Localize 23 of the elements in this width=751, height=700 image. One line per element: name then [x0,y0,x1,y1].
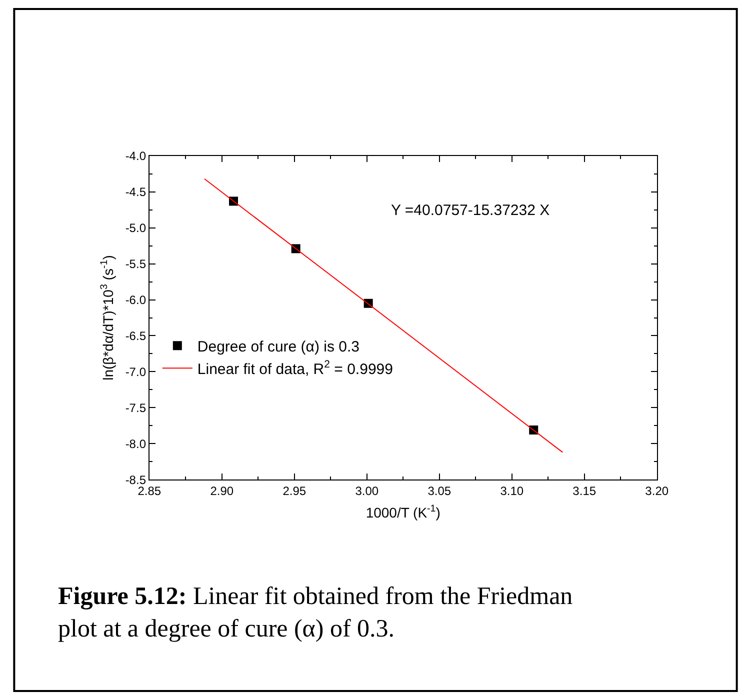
x-tick-label: 3.15 [572,484,596,498]
y-tick-label: -7.5 [125,400,146,415]
y-tick-label: -7.0 [125,364,146,379]
caption: Figure 5.12: [58,583,187,610]
x-tick-label: 3.10 [500,484,524,498]
y-tick-label: -6.5 [125,328,146,343]
y-tick-label: -4.0 [125,149,146,164]
y-tick-label: -8.5 [125,472,146,487]
y-tick-label: -6.0 [125,292,146,307]
x-tick-label: 3.00 [355,484,379,498]
legend-label: Degree of cure (α) is 0.3 [197,338,360,356]
x-tick-label: 3.05 [428,484,452,498]
y-tick-label: -5.0 [125,221,146,236]
x-tick-label: 3.20 [645,484,669,498]
x-axis-title: 1000/T (K$^{-1}$) [366,503,440,520]
x-tick-label: 2.95 [282,484,306,498]
y-tick-label: -5.5 [125,256,146,271]
y-tick-label: -4.5 [125,185,146,200]
x-tick-label: 2.85 [138,484,162,498]
x-tick-label: 2.90 [210,484,234,498]
y-tick-label: -8.0 [125,436,146,451]
annotation: Y =40.0757-15.37232 X [391,202,550,219]
legend-label: Linear fit of data, R$^{2}$ = 0.9999 [197,358,393,378]
